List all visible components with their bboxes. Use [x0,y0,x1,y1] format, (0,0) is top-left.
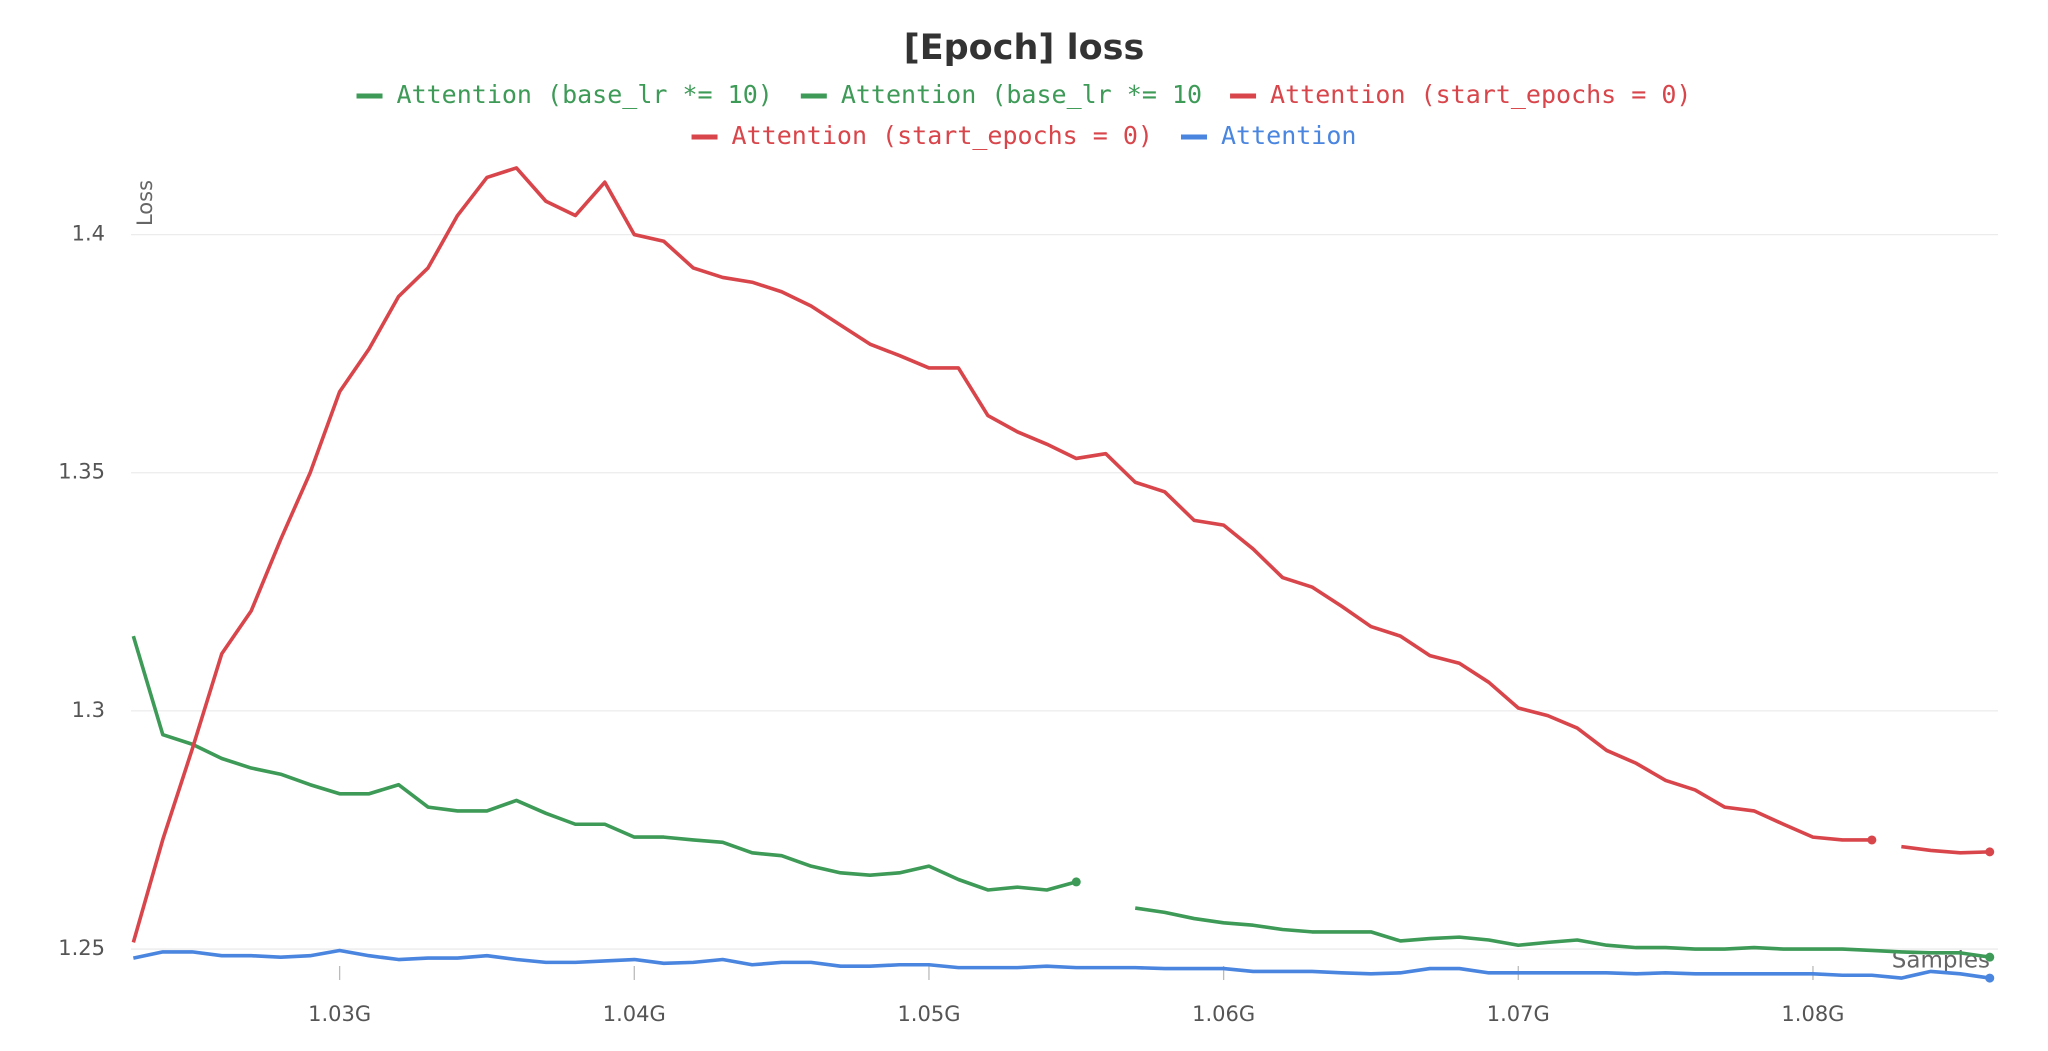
series-line [132,948,1991,980]
y-tick-label: 1.4 [72,222,105,246]
end-point [1071,877,1081,887]
series-line [131,166,1872,943]
x-tick-label: 1.05G [897,1002,960,1026]
legend-label: Attention (start_epochs = 0) [1270,80,1691,109]
legend-label: Attention (start_epochs = 0) [732,121,1153,150]
series-line [1901,844,1990,855]
end-point [1985,973,1995,983]
legend-row: Attention (base_lr *= 10) Attention (base… [356,80,1691,109]
x-tick-label: 1.04G [603,1002,666,1026]
legend-label: Attention (base_lr *= 10) [397,80,773,109]
end-point [1985,952,1995,962]
end-point [1867,835,1877,845]
y-tick-label: 1.35 [58,460,105,484]
series-line [131,635,1077,892]
legend-label: Attention (base_lr *= 10 [841,80,1202,109]
y-axis-label: Loss [133,180,157,226]
legend-label: Attention [1221,121,1356,150]
chart-title: [Epoch] loss [904,28,1145,68]
x-tick-label: 1.08G [1781,1002,1844,1026]
y-tick-label: 1.3 [72,698,105,722]
x-tick-label: 1.07G [1487,1002,1550,1026]
y-tick-label: 1.25 [58,936,105,960]
series-line [1134,906,1991,959]
x-tick-label: 1.06G [1192,1002,1255,1026]
end-point [1985,847,1995,857]
legend-row: Attention (start_epochs = 0) Attention [691,121,1356,150]
x-tick-label: 1.03G [308,1002,371,1026]
